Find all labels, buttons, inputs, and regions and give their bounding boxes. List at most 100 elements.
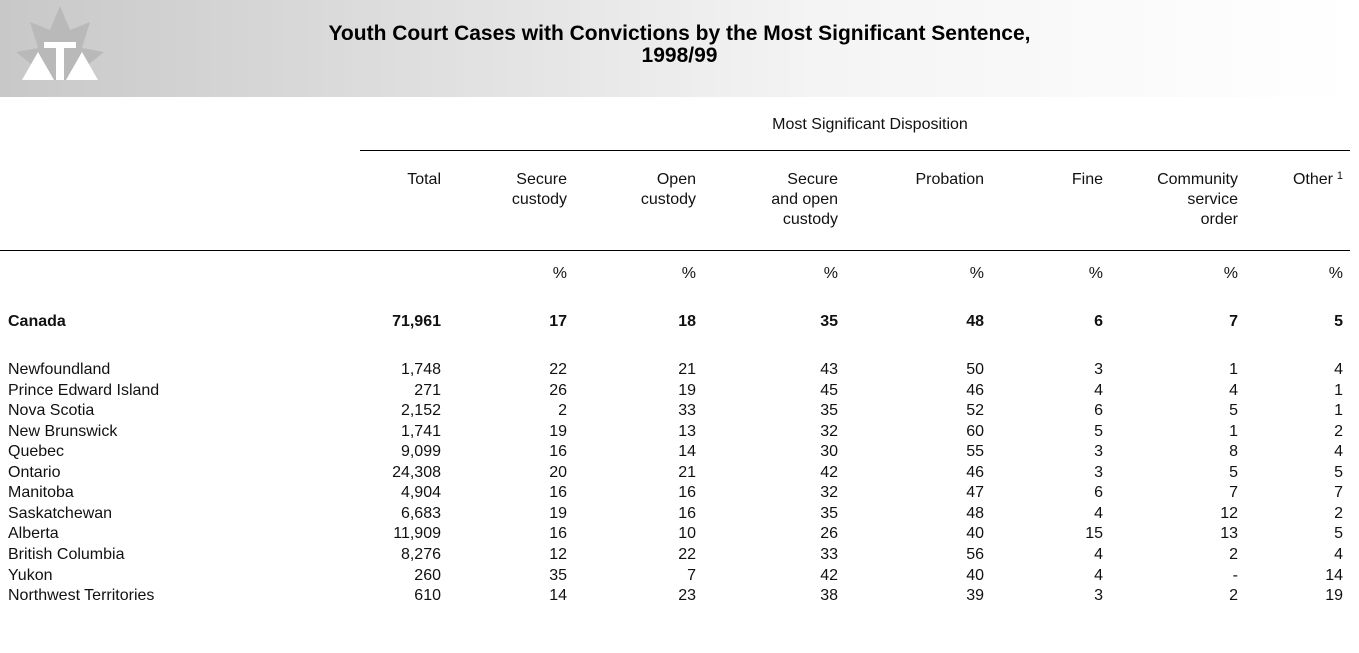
column-header: Other xyxy=(1292,171,1333,188)
cell: 48 xyxy=(966,504,984,522)
cell: 5 xyxy=(1334,463,1343,481)
rule xyxy=(0,250,1350,251)
column-header: Total xyxy=(407,171,441,188)
group-header: Most Significant Disposition xyxy=(772,116,968,133)
column-header: Open xyxy=(656,171,696,188)
cell: 9,099 xyxy=(400,443,441,461)
cell: 5 xyxy=(1334,525,1343,543)
cell: 7 xyxy=(1229,313,1238,330)
column-header: and open xyxy=(771,191,838,208)
cell: 26 xyxy=(820,525,838,543)
unit: % xyxy=(969,265,984,282)
unit: % xyxy=(552,265,567,282)
cell: 20 xyxy=(549,463,567,481)
cell: 13 xyxy=(678,422,696,440)
footnote-mark: 1 xyxy=(1336,170,1343,182)
cell: 16 xyxy=(678,484,696,502)
unit: % xyxy=(1223,265,1238,282)
column-header: custody xyxy=(511,191,567,208)
cell: 35 xyxy=(820,402,838,420)
cell: 5 xyxy=(1334,313,1343,330)
column-header: Secure xyxy=(787,171,838,188)
cell: 3 xyxy=(1094,587,1103,605)
cell: 5 xyxy=(1229,463,1238,481)
cell: 42 xyxy=(820,566,838,584)
cell: 4 xyxy=(1334,545,1343,563)
cell: 46 xyxy=(966,381,984,399)
cell: 1,741 xyxy=(400,422,441,440)
column-header: Probation xyxy=(915,171,985,188)
cell: 610 xyxy=(414,587,441,605)
cell: 3 xyxy=(1094,361,1103,378)
column-header: service xyxy=(1187,191,1238,208)
cell: 6 xyxy=(1094,402,1103,420)
figures xyxy=(22,52,98,80)
column-header: Secure xyxy=(516,171,567,188)
cell: 2 xyxy=(1229,587,1238,605)
cell: 4 xyxy=(1229,381,1238,399)
cell: 1 xyxy=(1229,422,1238,440)
row-label: Quebec xyxy=(8,443,65,461)
cell: 39 xyxy=(966,587,984,605)
cell: 71,961 xyxy=(392,313,441,330)
cell: 10 xyxy=(678,525,696,543)
column-header: Fine xyxy=(1071,171,1103,188)
cell: 16 xyxy=(678,504,696,522)
cell: 16 xyxy=(549,484,567,502)
cell: 12 xyxy=(549,545,567,563)
cell: 32 xyxy=(820,484,838,502)
cell: 32 xyxy=(820,422,838,440)
column-header: order xyxy=(1200,211,1238,228)
cell: 47 xyxy=(966,484,984,502)
title-line: 1998/99 xyxy=(641,44,718,67)
cell: 56 xyxy=(966,545,984,563)
unit: % xyxy=(681,265,696,282)
cell: 12 xyxy=(1220,504,1238,522)
cell: 14 xyxy=(678,443,696,461)
cell: 2 xyxy=(1334,422,1343,440)
cell: 2 xyxy=(558,402,567,420)
column-header: Community xyxy=(1157,171,1238,188)
cell: 6,683 xyxy=(400,504,441,522)
cell: 8 xyxy=(1229,443,1238,461)
row-label: Nova Scotia xyxy=(8,402,95,420)
cell: 17 xyxy=(549,313,567,330)
cell: 260 xyxy=(414,566,441,584)
cell: 21 xyxy=(678,463,696,481)
cell: 6 xyxy=(1094,313,1103,330)
cell: 40 xyxy=(966,566,984,584)
row-label: Northwest Territories xyxy=(8,587,155,605)
cell: 2 xyxy=(1229,545,1238,563)
cell: 18 xyxy=(678,313,696,330)
cell: 4 xyxy=(1094,545,1103,563)
unit: % xyxy=(1088,265,1103,282)
cell: 2,152 xyxy=(400,402,441,420)
cell: - xyxy=(1232,566,1238,584)
row-label: New Brunswick xyxy=(8,422,118,440)
logo xyxy=(16,6,104,80)
cell: 4,904 xyxy=(400,484,441,502)
cell: 60 xyxy=(966,422,984,440)
cell: 2 xyxy=(1334,504,1343,522)
cell: 35 xyxy=(820,313,838,330)
cell: 8,276 xyxy=(400,545,441,563)
cell: 271 xyxy=(414,381,441,399)
cell: 40 xyxy=(966,525,984,543)
cell: 5 xyxy=(1229,402,1238,420)
cell: 7 xyxy=(687,566,696,584)
cell: 15 xyxy=(1085,525,1103,543)
cell: 1,748 xyxy=(400,361,441,378)
cell: 19 xyxy=(1325,587,1343,605)
row-label: Alberta xyxy=(8,525,59,543)
cell: 22 xyxy=(549,361,567,378)
cell: 7 xyxy=(1334,484,1343,502)
cell: 14 xyxy=(549,587,567,605)
title-line: Youth Court Cases with Convictions by th… xyxy=(328,22,1031,45)
cell: 19 xyxy=(549,504,567,522)
cell: 35 xyxy=(549,566,567,584)
cell: 14 xyxy=(1325,566,1343,584)
cell: 50 xyxy=(966,361,984,378)
rule xyxy=(360,150,1350,151)
cell: 55 xyxy=(966,443,984,461)
